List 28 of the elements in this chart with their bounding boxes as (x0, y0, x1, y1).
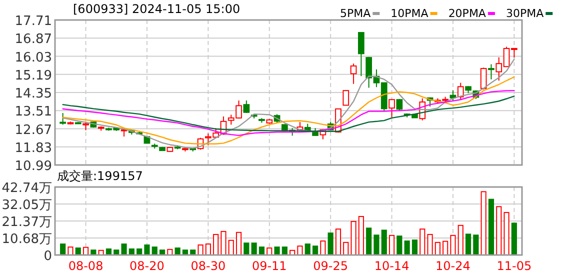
legend-label: 10PMA (390, 7, 429, 20)
legend-label: 20PMA (448, 7, 486, 20)
y-tick-label: 16.87 (14, 32, 52, 48)
y-tick-label: 14.35 (14, 86, 52, 102)
y-tick-label: 15.19 (14, 68, 52, 84)
x-tick-label: 09-11 (252, 259, 287, 273)
y-tick-label: 17.71 (14, 14, 52, 29)
x-tick-label: 10-24 (436, 259, 470, 273)
y-tick-label: 10.68万 (2, 232, 52, 248)
y-tick-label: 10.99 (14, 159, 52, 174)
y-tick-label: 16.03 (14, 50, 52, 66)
y-tick-label: 13.51 (14, 104, 52, 120)
chart-title: [600933] 2024-11-05 15:00 (73, 2, 240, 16)
y-tick-label: 32.05万 (2, 198, 52, 214)
y-tick-label: 12.67 (14, 122, 52, 138)
x-tick-label: 08-08 (68, 259, 104, 273)
y-tick-label: 0 (44, 249, 52, 264)
x-tick-label: 08-20 (130, 259, 164, 273)
chart-title: 成交量:199157 (57, 169, 143, 183)
x-tick-label: 09-25 (313, 259, 348, 273)
y-tick-label: 11.83 (14, 140, 52, 156)
legend-label: 30PMA (506, 7, 544, 20)
x-tick-label: 10-14 (374, 259, 410, 273)
x-tick-label: 08-30 (190, 259, 226, 273)
x-tick-label: 11-05 (496, 259, 532, 273)
legend-label: 5PMA (340, 7, 372, 20)
y-tick-label: 21.37万 (2, 215, 52, 230)
y-tick-label: 42.74万 (2, 181, 52, 196)
